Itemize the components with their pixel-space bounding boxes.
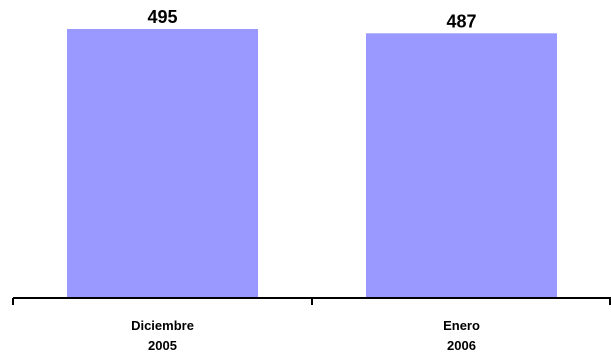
bars-layer [67,29,557,299]
data-label-1: 487 [446,11,476,31]
x-tick-label-1: Enero 2006 [443,318,480,352]
x-tick-labels: Diciembre 2005 Enero 2006 [131,318,480,353]
bar-1 [366,33,557,299]
data-labels-layer: 495 487 [147,7,476,31]
x-tick-label-line: 2006 [447,338,476,352]
x-tick-label-line: Enero [443,318,480,333]
x-axis [12,297,611,305]
data-label-0: 495 [147,7,177,27]
x-tick-label-0: Diciembre 2005 [131,318,194,352]
x-tick-label-line: Diciembre [131,318,194,333]
bar-0 [67,29,258,298]
x-tick-label-line: 2005 [148,338,177,352]
